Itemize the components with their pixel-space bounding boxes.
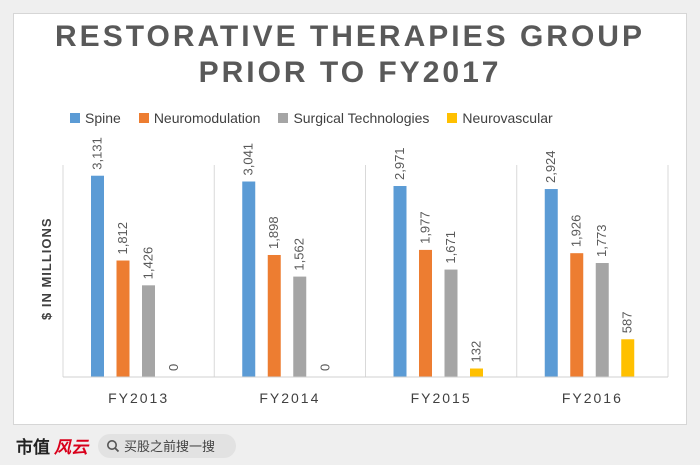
chart-title-line1: RESTORATIVE THERAPIES GROUP bbox=[55, 20, 645, 53]
data-label-surgical-technologies-fy2014: 1,562 bbox=[292, 238, 307, 271]
bar-spine-fy2015 bbox=[393, 186, 407, 377]
data-label-surgical-technologies-fy2015: 1,671 bbox=[443, 231, 458, 264]
legend-label-neurovascular: Neurovascular bbox=[462, 110, 553, 126]
bar-neuromodulation-fy2013 bbox=[116, 260, 130, 377]
bar-surgical-technologies-fy2015 bbox=[444, 269, 458, 377]
data-label-neuromodulation-fy2014: 1,898 bbox=[266, 216, 281, 249]
data-label-neuromodulation-fy2015: 1,977 bbox=[418, 211, 433, 244]
chart-title-line2: PRIOR TO FY2017 bbox=[198, 56, 502, 89]
data-label-spine-fy2015: 2,971 bbox=[392, 147, 407, 180]
data-label-neuromodulation-fy2016: 1,926 bbox=[569, 215, 584, 248]
bar-surgical-technologies-fy2014 bbox=[293, 276, 307, 377]
bar-neuromodulation-fy2014 bbox=[267, 254, 281, 377]
category-label-fy2014: FY2014 bbox=[259, 390, 320, 406]
data-label-neuromodulation-fy2013: 1,812 bbox=[115, 222, 130, 255]
category-labels-layer: FY2013 FY2014 FY2015 FY2016 bbox=[108, 390, 623, 406]
brand-logo[interactable]: 市值 风云 bbox=[16, 433, 88, 458]
data-label-neurovascular-fy2014: 0 bbox=[317, 364, 332, 371]
data-label-neurovascular-fy2016: 587 bbox=[620, 312, 635, 334]
search-icon bbox=[107, 439, 120, 452]
legend-label-surgical-technologies: Surgical Technologies bbox=[293, 110, 430, 126]
chart-plot: 3,131 1,812 1,426 0 3,041 1,898 1,562 0 2,971 1,9… bbox=[39, 137, 669, 406]
bar-spine-fy2013 bbox=[91, 175, 104, 377]
category-label-fy2015: FY2015 bbox=[411, 390, 472, 406]
bar-spine-fy2014 bbox=[242, 181, 256, 377]
bar-neurovascular-fy2016 bbox=[621, 339, 635, 377]
data-label-surgical-technologies-fy2013: 1,426 bbox=[141, 247, 156, 280]
data-label-neurovascular-fy2015: 132 bbox=[469, 341, 484, 363]
legend-item-neuromodulation: Neuromodulation bbox=[138, 110, 261, 126]
category-label-fy2013: FY2013 bbox=[108, 390, 169, 406]
legend-label-spine: Spine bbox=[85, 110, 121, 126]
data-label-surgical-technologies-fy2016: 1,773 bbox=[594, 224, 609, 257]
legend-item-neurovascular: Neurovascular bbox=[447, 110, 553, 126]
data-labels-layer: 3,131 1,812 1,426 0 3,041 1,898 1,562 0 2,971 1,9… bbox=[90, 137, 635, 371]
legend-swatch-surgical-technologies bbox=[278, 113, 289, 123]
brand-accent: 风云 bbox=[54, 438, 88, 457]
bar-neurovascular-fy2015 bbox=[470, 368, 483, 377]
legend-swatch-neuromodulation bbox=[138, 113, 149, 123]
legend-item-spine: Spine bbox=[70, 110, 121, 126]
category-label-fy2016: FY2016 bbox=[562, 390, 623, 406]
legend-item-surgical-technologies: Surgical Technologies bbox=[278, 110, 429, 126]
data-label-spine-fy2016: 2,924 bbox=[543, 150, 558, 183]
legend-swatch-neurovascular bbox=[447, 113, 458, 123]
brand-main: 市值 bbox=[16, 438, 50, 457]
legend: Spine Neuromodulation Surgical Technolog… bbox=[70, 110, 660, 126]
bar-neuromodulation-fy2015 bbox=[419, 249, 432, 377]
search-box[interactable]: 买股之前搜一搜 bbox=[98, 433, 236, 458]
data-label-spine-fy2013: 3,131 bbox=[90, 137, 105, 170]
bar-surgical-technologies-fy2013 bbox=[142, 285, 155, 377]
bar-spine-fy2016 bbox=[544, 189, 558, 377]
y-axis-label: $ IN MILLIONS bbox=[39, 217, 54, 320]
data-label-spine-fy2014: 3,041 bbox=[241, 143, 256, 176]
group-dividers bbox=[62, 165, 669, 377]
bar-neuromodulation-fy2016 bbox=[570, 253, 584, 377]
footer-bar: 市值 风云 买股之前搜一搜 bbox=[0, 426, 700, 465]
bar-surgical-technologies-fy2016 bbox=[595, 263, 609, 377]
legend-swatch-spine bbox=[70, 113, 80, 123]
legend-label-neuromodulation: Neuromodulation bbox=[153, 110, 261, 126]
data-label-neurovascular-fy2013: 0 bbox=[166, 364, 181, 371]
search-placeholder: 买股之前搜一搜 bbox=[124, 439, 216, 454]
bars-layer bbox=[91, 175, 635, 377]
